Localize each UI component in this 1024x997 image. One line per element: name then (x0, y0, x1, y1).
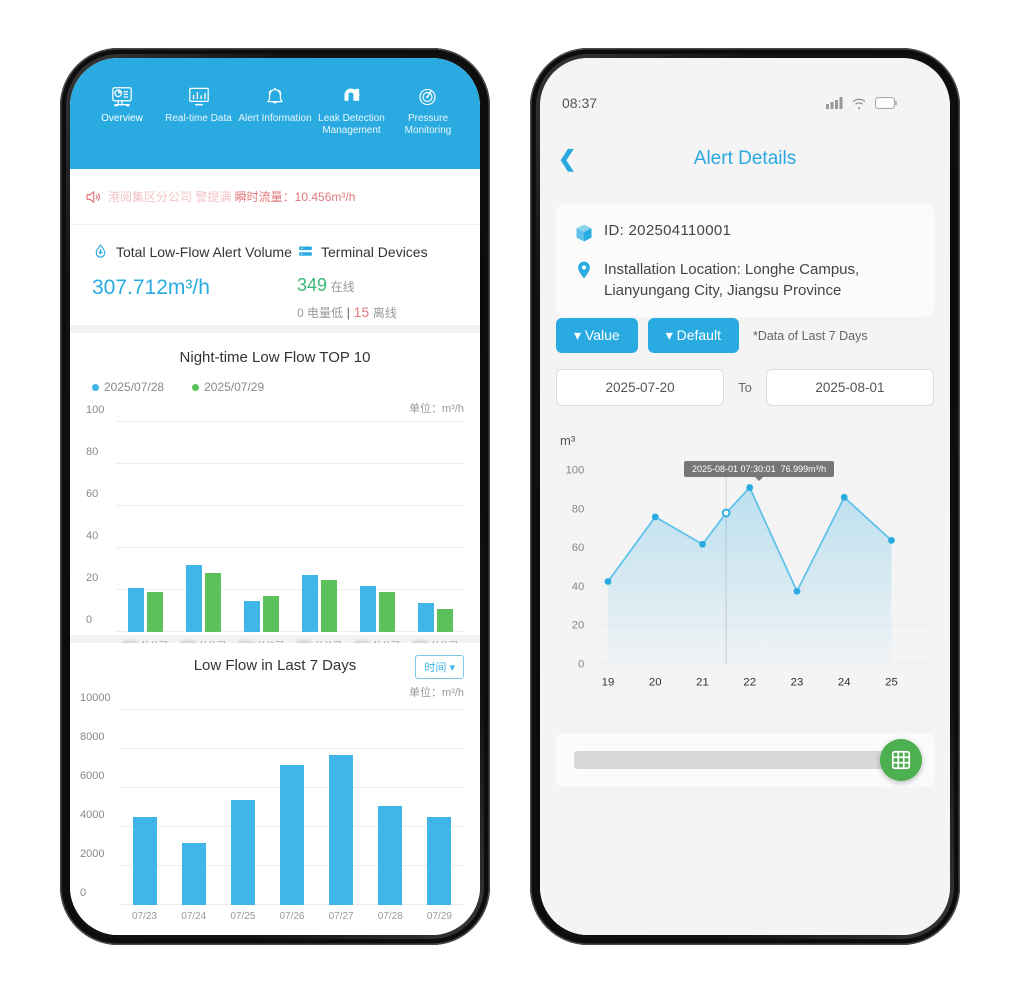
svg-text:80: 80 (572, 503, 585, 515)
svg-text:40: 40 (572, 581, 585, 593)
svg-text:23: 23 (791, 676, 804, 688)
svg-text:19: 19 (602, 676, 615, 688)
svg-text:25: 25 (885, 676, 898, 688)
svg-text:20: 20 (649, 676, 662, 688)
svg-text:60: 60 (572, 542, 585, 554)
svg-text:24: 24 (838, 676, 851, 688)
svg-text:20: 20 (572, 620, 585, 632)
svg-text:0: 0 (578, 658, 584, 670)
svg-text:100: 100 (565, 465, 584, 477)
svg-text:22: 22 (743, 676, 756, 688)
svg-text:21: 21 (696, 676, 709, 688)
